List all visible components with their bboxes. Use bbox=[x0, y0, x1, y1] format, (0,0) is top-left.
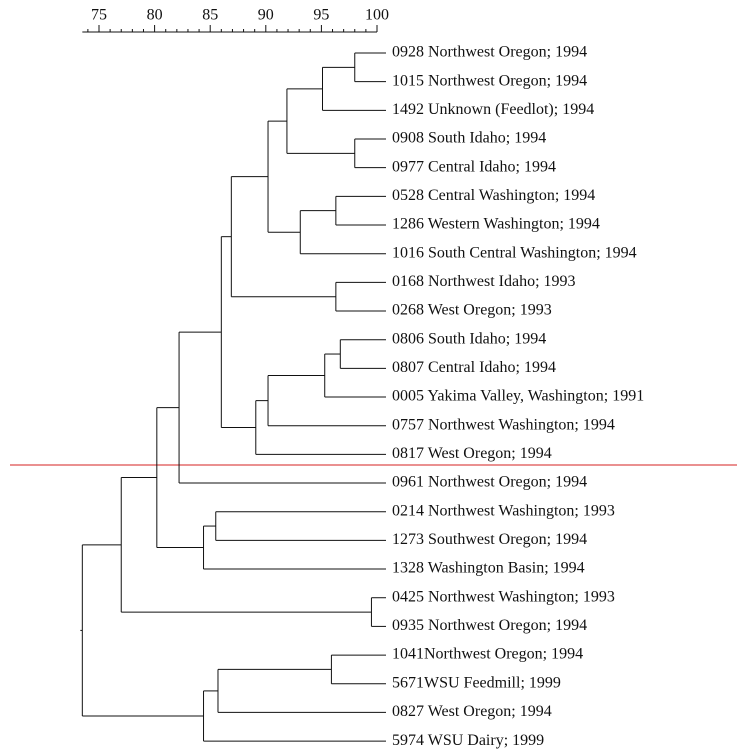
leaf-label: 1015 Northwest Oregon; 1994 bbox=[392, 72, 587, 89]
leaf-label: 1016 South Central Washington; 1994 bbox=[392, 244, 637, 261]
leaf-label: 0425 Northwest Washington; 1993 bbox=[392, 588, 615, 605]
leaf-label: 0935 Northwest Oregon; 1994 bbox=[392, 617, 587, 634]
tick-label: 85 bbox=[202, 7, 218, 24]
leaf-label: 0977 Central Idaho; 1994 bbox=[392, 158, 556, 175]
leaf-label: 0908 South Idaho; 1994 bbox=[392, 130, 546, 147]
tick-label: 95 bbox=[313, 7, 329, 24]
leaf-label: 1492 Unknown (Feedlot); 1994 bbox=[392, 101, 594, 118]
leaf-label: 1041Northwest Oregon; 1994 bbox=[392, 646, 583, 663]
leaf-label: 1286 Western Washington; 1994 bbox=[392, 216, 600, 233]
tick-label: 100 bbox=[365, 7, 389, 24]
leaf-label: 1273 Southwest Oregon; 1994 bbox=[392, 531, 587, 548]
leaf-label: 0961 Northwest Oregon; 1994 bbox=[392, 474, 587, 491]
leaf-label: 0827 West Oregon; 1994 bbox=[392, 703, 552, 720]
leaf-label: 0168 Northwest Idaho; 1993 bbox=[392, 273, 576, 290]
leaf-label: 5671WSU Feedmill; 1999 bbox=[392, 674, 561, 691]
tick-label: 80 bbox=[147, 7, 163, 24]
leaf-label: 0928 Northwest Oregon; 1994 bbox=[392, 44, 587, 61]
leaf-label: 0214 Northwest Washington; 1993 bbox=[392, 502, 615, 519]
leaf-label: 0806 South Idaho; 1994 bbox=[392, 330, 546, 347]
leaf-label: 0268 West Oregon; 1993 bbox=[392, 302, 552, 319]
leaf-label: 1328 Washington Basin; 1994 bbox=[392, 560, 585, 577]
tick-label: 75 bbox=[91, 7, 107, 24]
leaf-label: 0005 Yakima Valley, Washington; 1991 bbox=[392, 388, 644, 405]
leaf-label: 0757 Northwest Washington; 1994 bbox=[392, 416, 615, 433]
leaf-label: 0807 Central Idaho; 1994 bbox=[392, 359, 556, 376]
leaf-label: 0528 Central Washington; 1994 bbox=[392, 187, 595, 204]
leaf-label: 5974 WSU Dairy; 1999 bbox=[392, 732, 544, 749]
tick-label: 90 bbox=[258, 7, 274, 24]
leaf-label: 0817 West Oregon; 1994 bbox=[392, 445, 552, 462]
